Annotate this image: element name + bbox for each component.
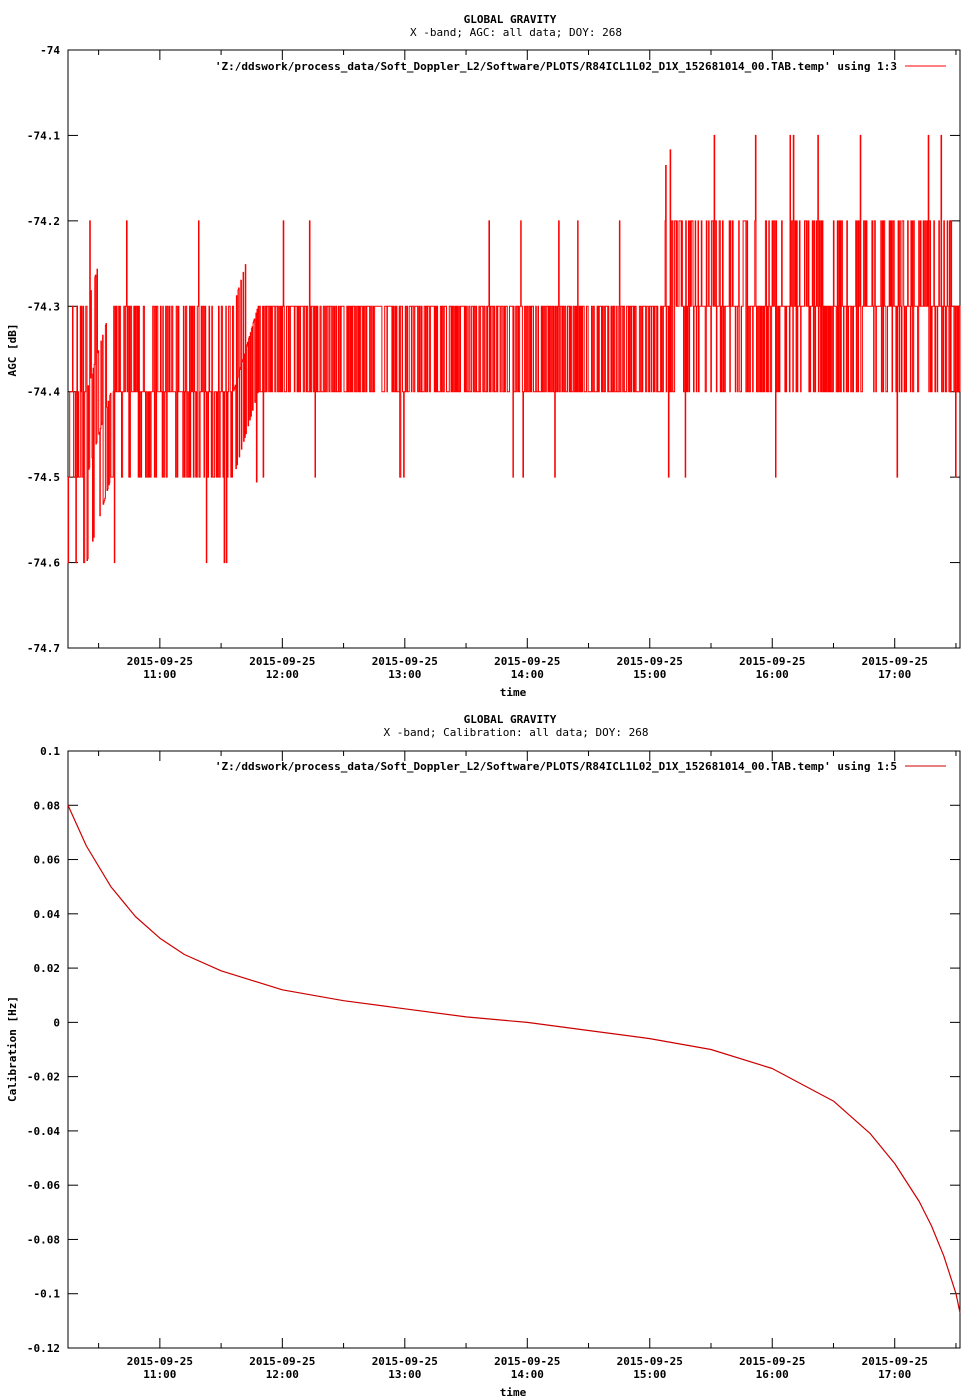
- y-tick-label: -74.4: [27, 386, 60, 399]
- x-tick-time: 15:00: [633, 1368, 666, 1381]
- x-tick-time: 13:00: [388, 668, 421, 681]
- y-tick-label: -74.5: [27, 471, 60, 484]
- chart1-series: [67, 134, 961, 564]
- x-tick-date: 2015-09-25: [127, 1355, 193, 1368]
- x-tick-date: 2015-09-25: [739, 1355, 805, 1368]
- y-tick-label: 0: [53, 1016, 60, 1029]
- chart2-title: GLOBAL GRAVITY: [464, 713, 557, 726]
- x-tick-time: 12:00: [266, 1368, 299, 1381]
- x-tick-time: 11:00: [143, 668, 176, 681]
- chart2-x-tick-labels: 2015-09-2511:002015-09-2512:002015-09-25…: [127, 1355, 928, 1381]
- x-tick-time: 17:00: [878, 668, 911, 681]
- chart2-ticks: [68, 750, 960, 1349]
- chart2-y-tick-labels: 0.1 0.08 0.06 0.04 0.02 0 -0.02 -0.04 -0.06 -0.08…: [27, 745, 60, 1355]
- x-tick-date: 2015-09-25: [372, 1355, 438, 1368]
- chart1-subtitle: X -band; AGC: all data; DOY: 268: [410, 26, 622, 39]
- y-tick-label: 0.02: [34, 962, 61, 975]
- x-tick-time: 11:00: [143, 1368, 176, 1381]
- y-tick-label: -0.06: [27, 1179, 60, 1192]
- x-tick-date: 2015-09-25: [494, 1355, 560, 1368]
- y-tick-label: -0.1: [34, 1288, 61, 1301]
- y-tick-label: -0.02: [27, 1071, 60, 1084]
- x-tick-time: 12:00: [266, 668, 299, 681]
- chart1-x-axis-label: time: [500, 686, 527, 699]
- y-tick-label: -0.12: [27, 1342, 60, 1355]
- y-tick-label: -74: [40, 44, 60, 57]
- x-tick-time: 15:00: [633, 668, 666, 681]
- x-tick-date: 2015-09-25: [127, 655, 193, 668]
- chart1-y-tick-labels: -74 -74.1 -74.2 -74.3 -74.4 -74.5 -74.6 -74.7: [27, 44, 60, 655]
- x-tick-date: 2015-09-25: [739, 655, 805, 668]
- x-tick-time: 13:00: [388, 1368, 421, 1381]
- x-tick-time: 14:00: [511, 668, 544, 681]
- y-tick-label: -0.08: [27, 1233, 60, 1246]
- chart1-x-tick-labels: 2015-09-2511:002015-09-2512:002015-09-25…: [127, 655, 928, 681]
- chart1-title: GLOBAL GRAVITY: [464, 13, 557, 26]
- chart1-legend-label: 'Z:/ddswork/process_data/Soft_Doppler_L2…: [215, 60, 897, 73]
- y-tick-label: 0.1: [40, 745, 60, 758]
- agc-chart: GLOBAL GRAVITY X -band; AGC: all data; D…: [6, 13, 961, 699]
- y-tick-label: -74.6: [27, 557, 60, 570]
- y-tick-label: -0.04: [27, 1125, 60, 1138]
- x-tick-time: 16:00: [756, 1368, 789, 1381]
- x-tick-date: 2015-09-25: [372, 655, 438, 668]
- x-tick-time: 14:00: [511, 1368, 544, 1381]
- x-tick-time: 17:00: [878, 1368, 911, 1381]
- y-tick-label: 0.08: [34, 799, 61, 812]
- chart2-subtitle: X -band; Calibration: all data; DOY: 268: [384, 726, 649, 739]
- x-tick-date: 2015-09-25: [617, 655, 683, 668]
- chart2-x-axis-label: time: [500, 1386, 527, 1399]
- chart2-plot-frame: [67, 750, 961, 1349]
- chart1-y-axis-label: AGC [dB]: [6, 324, 19, 377]
- calibration-chart: GLOBAL GRAVITY X -band; Calibration: all…: [6, 713, 961, 1399]
- calibration-series-line: [67, 805, 961, 1313]
- x-tick-date: 2015-09-25: [862, 655, 928, 668]
- agc-series-line: [67, 134, 961, 564]
- x-tick-date: 2015-09-25: [617, 1355, 683, 1368]
- x-tick-time: 16:00: [756, 668, 789, 681]
- y-tick-label: -74.7: [27, 642, 60, 655]
- y-tick-label: 0.04: [34, 908, 61, 921]
- y-tick-label: 0.06: [34, 854, 61, 867]
- y-tick-label: -74.1: [27, 129, 60, 142]
- y-tick-label: -74.2: [27, 215, 60, 228]
- x-tick-date: 2015-09-25: [494, 655, 560, 668]
- x-tick-date: 2015-09-25: [249, 1355, 315, 1368]
- x-tick-date: 2015-09-25: [862, 1355, 928, 1368]
- chart2-legend-label: 'Z:/ddswork/process_data/Soft_Doppler_L2…: [215, 760, 897, 773]
- x-tick-date: 2015-09-25: [249, 655, 315, 668]
- chart2-series: [67, 805, 961, 1313]
- y-tick-label: -74.3: [27, 300, 60, 313]
- chart2-y-axis-label: Calibration [Hz]: [6, 996, 19, 1102]
